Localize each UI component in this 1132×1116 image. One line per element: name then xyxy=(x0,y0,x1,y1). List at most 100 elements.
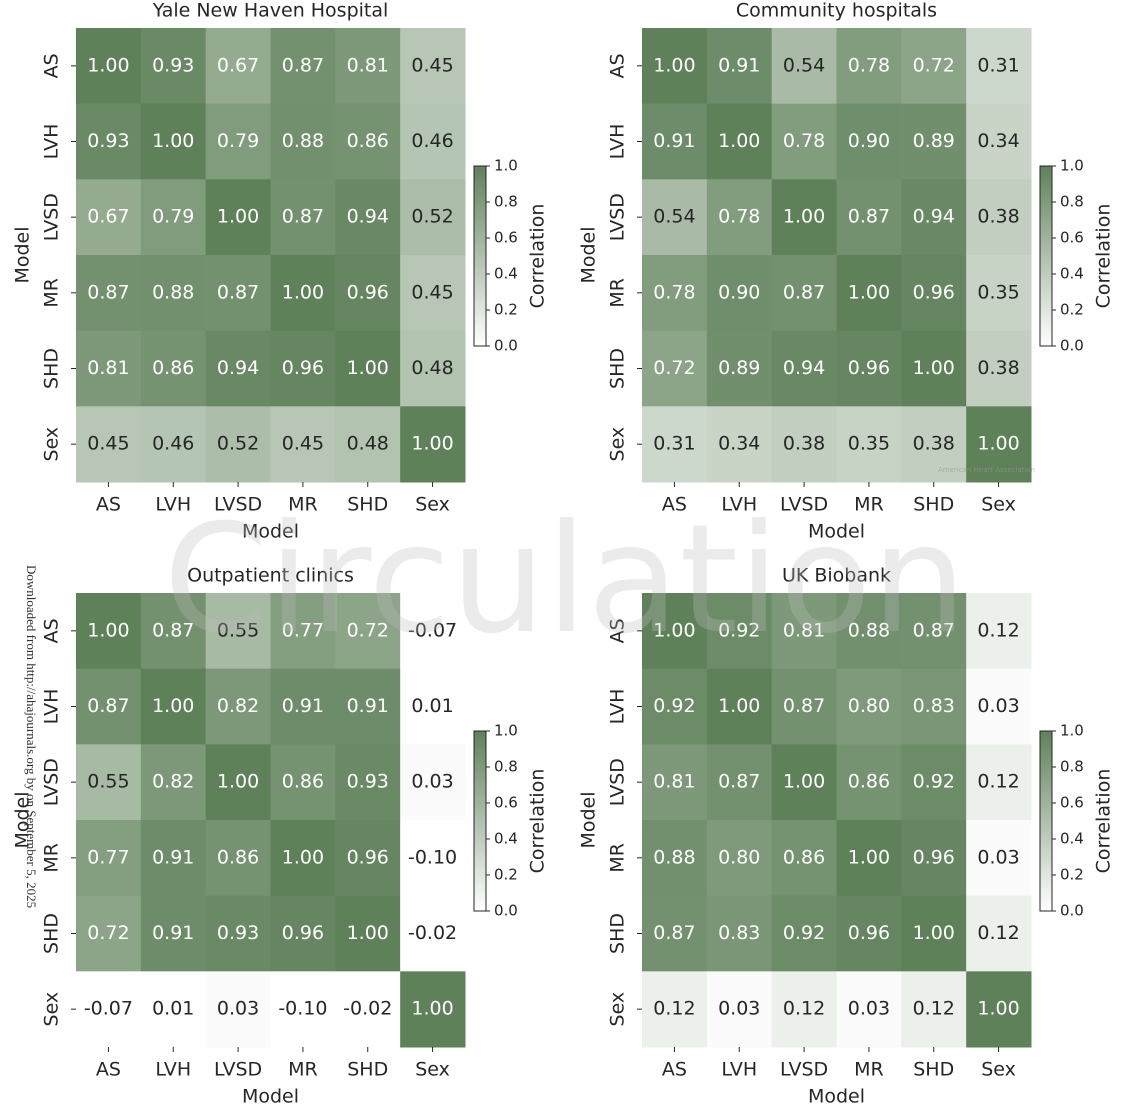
x-tick-label: Sex xyxy=(981,1059,1016,1081)
cell-label: 0.45 xyxy=(282,433,324,455)
cell-label: 0.81 xyxy=(783,619,825,641)
cell-label: 0.87 xyxy=(653,922,695,944)
x-tick-label: Sex xyxy=(415,494,450,516)
heatmap-cell xyxy=(901,744,967,821)
cell-label: 0.45 xyxy=(411,281,453,303)
heatmap-cell xyxy=(771,744,837,821)
cell-label: 0.83 xyxy=(913,695,955,717)
heatmap-cell xyxy=(205,593,271,670)
cell-label: 1.00 xyxy=(217,771,259,793)
heatmap-cell xyxy=(836,971,902,1048)
download-note: Downloaded from http://ahajournals.org b… xyxy=(24,565,39,908)
colorbar-tick-label: 0.6 xyxy=(1060,229,1084,247)
heatmap-cell xyxy=(335,668,401,745)
heatmap-cell xyxy=(270,28,336,105)
heatmap-cell xyxy=(771,179,837,256)
cell-label: 0.03 xyxy=(977,846,1019,868)
cell-label: 1.00 xyxy=(411,998,453,1020)
x-tick-label: AS xyxy=(96,494,121,516)
heatmap-cell xyxy=(771,255,837,332)
heatmap-cell xyxy=(270,820,336,897)
heatmap-cell xyxy=(901,179,967,256)
heatmap-cell xyxy=(140,895,207,972)
colorbar-title: Correlation xyxy=(1093,204,1115,309)
cell-label: 0.03 xyxy=(411,771,453,793)
heatmap-cell xyxy=(400,895,466,972)
y-tick-label: SHD xyxy=(41,348,63,389)
heatmap-cell xyxy=(642,971,708,1048)
heatmap-cell xyxy=(205,28,271,105)
cell-label: 0.52 xyxy=(411,206,453,228)
cell-label: 1.00 xyxy=(87,54,129,76)
y-tick-label: MR xyxy=(607,278,629,308)
cell-label: 0.89 xyxy=(718,357,760,379)
colorbar-tick-label: 0.2 xyxy=(494,301,518,319)
heatmap-cell xyxy=(140,744,207,821)
heatmap-cell xyxy=(836,255,902,332)
cell-label: 0.81 xyxy=(653,771,695,793)
chart-title: Yale New Haven Hospital xyxy=(152,0,389,22)
colorbar-tick-label: 0.2 xyxy=(1060,301,1084,319)
heatmap-cell xyxy=(270,179,336,256)
heatmap-cell xyxy=(400,744,466,821)
heatmap-cell xyxy=(76,895,142,972)
heatmap-cell xyxy=(76,971,142,1048)
cell-label: 0.34 xyxy=(718,433,760,455)
cell-label: 0.96 xyxy=(347,846,389,868)
charts: Yale New Haven Hospital 1.00 0.93 0.67 0.87 0… xyxy=(12,0,1115,1108)
heatmap-cell xyxy=(901,971,967,1048)
cell-label: 0.38 xyxy=(783,433,825,455)
heatmap-cell xyxy=(76,28,142,105)
heatmap-cell xyxy=(966,406,1032,483)
colorbar-tick-label: 0.0 xyxy=(1060,902,1084,920)
cell-label: 1.00 xyxy=(411,433,453,455)
heatmap-cell xyxy=(400,255,466,332)
cell-label: 0.01 xyxy=(411,695,453,717)
heatmap-cell xyxy=(706,179,773,256)
cell-label: 0.91 xyxy=(653,130,695,152)
cell-label: 0.81 xyxy=(347,54,389,76)
heatmap-cell xyxy=(836,668,902,745)
colorbar-tick-label: 1.0 xyxy=(1060,157,1084,175)
cell-label: 0.38 xyxy=(913,433,955,455)
y-tick-label: LVSD xyxy=(41,758,63,806)
cell-label: 0.96 xyxy=(913,281,955,303)
y-tick-label: SHD xyxy=(607,913,629,954)
heatmap-cell xyxy=(771,820,837,897)
heatmap-cell xyxy=(901,406,967,483)
heatmap-cell xyxy=(706,593,773,670)
heatmap-cell xyxy=(76,744,142,821)
heatmap-cell xyxy=(205,330,271,407)
colorbar-tick-label: 0.4 xyxy=(494,265,518,283)
cell-label: 0.92 xyxy=(653,695,695,717)
heatmap-cell xyxy=(706,406,773,483)
heatmap-cell xyxy=(335,179,401,256)
heatmap-cell xyxy=(966,744,1032,821)
heatmap-cell xyxy=(966,820,1032,897)
heatmap-cell xyxy=(335,255,401,332)
colorbar-tick-label: 0.8 xyxy=(494,758,518,776)
cell-label: 1.00 xyxy=(783,771,825,793)
heatmap-cell xyxy=(400,103,466,180)
heatmap-cell xyxy=(966,28,1032,105)
cell-label: 0.96 xyxy=(282,357,324,379)
heatmap-cell xyxy=(205,406,271,483)
cell-label: -0.07 xyxy=(408,619,457,641)
heatmap-cell xyxy=(836,179,902,256)
cell-label: 0.86 xyxy=(347,130,389,152)
cell-label: 0.87 xyxy=(217,281,259,303)
heatmap-cell xyxy=(966,179,1032,256)
cell-label: 0.78 xyxy=(718,206,760,228)
heatmap-cell xyxy=(335,593,401,670)
x-tick-label: SHD xyxy=(913,494,954,516)
cell-label: 1.00 xyxy=(653,54,695,76)
cell-label: 0.79 xyxy=(217,130,259,152)
heatmap-cell xyxy=(76,593,142,670)
cell-label: 0.35 xyxy=(977,281,1019,303)
y-tick-label: Sex xyxy=(607,992,629,1027)
colorbar-tick-label: 0.0 xyxy=(494,902,518,920)
cell-label: 0.87 xyxy=(783,281,825,303)
heatmap-cell xyxy=(642,28,708,105)
heatmap-cell xyxy=(706,971,773,1048)
colorbar-tick-label: 0.2 xyxy=(1060,866,1084,884)
